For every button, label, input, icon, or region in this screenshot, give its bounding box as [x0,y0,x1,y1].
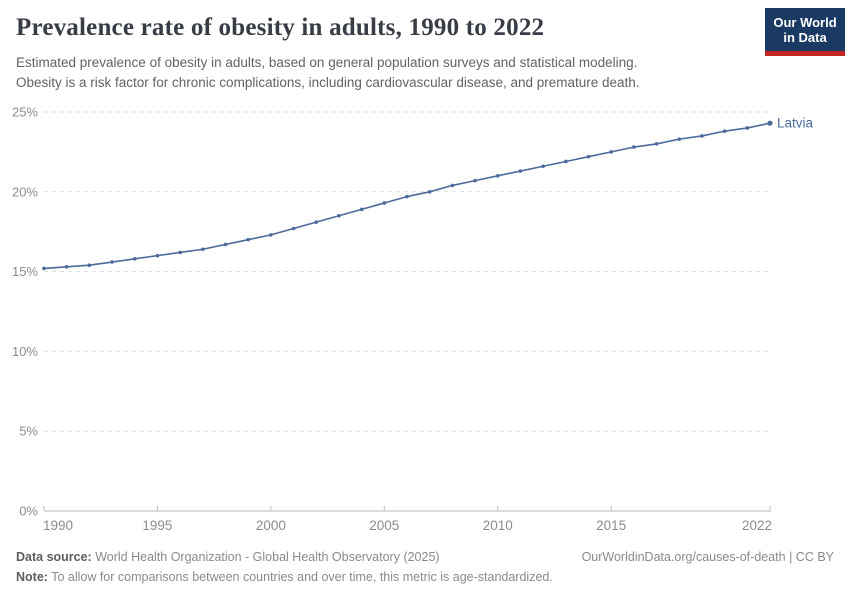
note-value: To allow for comparisons between countri… [47,570,553,584]
data-source: Data source: World Health Organization -… [16,547,440,567]
x-tick-label: 2015 [596,518,626,533]
data-point [700,134,704,138]
data-point [518,169,523,173]
y-tick-label: 20% [12,184,38,199]
y-tick-label: 25% [12,105,38,120]
data-point [767,120,773,126]
data-point [405,194,409,199]
y-tick-label: 5% [19,424,38,439]
owid-logo-line2: in Data [783,30,827,46]
data-point [223,242,228,247]
data-point [110,260,114,264]
y-tick-label: 15% [12,264,38,279]
data-point [654,142,659,146]
data-point [427,190,432,194]
data-point [246,237,250,242]
data-point [42,266,46,271]
x-tick-label: 1995 [142,518,172,533]
data-point [586,154,591,159]
subtitle-line: Estimated prevalence of obesity in adult… [16,55,638,70]
data-point [632,145,636,149]
data-point [359,207,364,212]
page-title: Prevalence rate of obesity in adults, 19… [16,14,545,41]
data-source-value: World Health Organization - Global Healt… [91,550,440,564]
chart-footer: Data source: World Health Organization -… [16,547,834,587]
data-point [609,150,613,154]
data-point [132,257,137,261]
data-point [450,183,455,188]
y-tick-label: 10% [12,344,38,359]
data-point [201,247,205,252]
chart-subtitle: Estimated prevalence of obesity in adult… [16,53,640,92]
data-point [178,250,182,255]
data-point [269,233,273,237]
data-point [473,178,477,183]
data-point [87,263,92,268]
x-tick-label: 2005 [369,518,399,533]
series-line [43,122,771,270]
data-point [314,220,319,224]
x-tick-label: 2000 [256,518,286,533]
data-point [745,126,750,130]
data-source-label: Data source: [16,550,92,564]
data-point [495,174,500,178]
data-point [564,159,568,164]
x-tick-label: 2010 [483,518,513,533]
data-point [722,129,727,133]
data-point [155,253,160,258]
note: Note: To allow for comparisons between c… [16,567,553,587]
owid-logo-line1: Our World [773,15,837,30]
x-tick-label: 2022 [742,518,772,533]
attribution-link: OurWorldinData.org/causes-of-death | CC … [581,550,834,564]
data-point [382,201,387,205]
note-label: Note: [16,570,48,584]
data-point [64,265,69,269]
series-end-label: Latvia [777,116,814,131]
data-point [337,213,341,218]
subtitle-line: Obesity is a risk factor for chronic com… [16,74,640,90]
x-tick-label: 1990 [43,518,73,533]
data-point [291,226,296,231]
y-tick-label: 0% [19,504,38,519]
owid-logo: Our World in Data [765,8,845,56]
data-point [541,164,545,169]
data-point [677,137,682,141]
